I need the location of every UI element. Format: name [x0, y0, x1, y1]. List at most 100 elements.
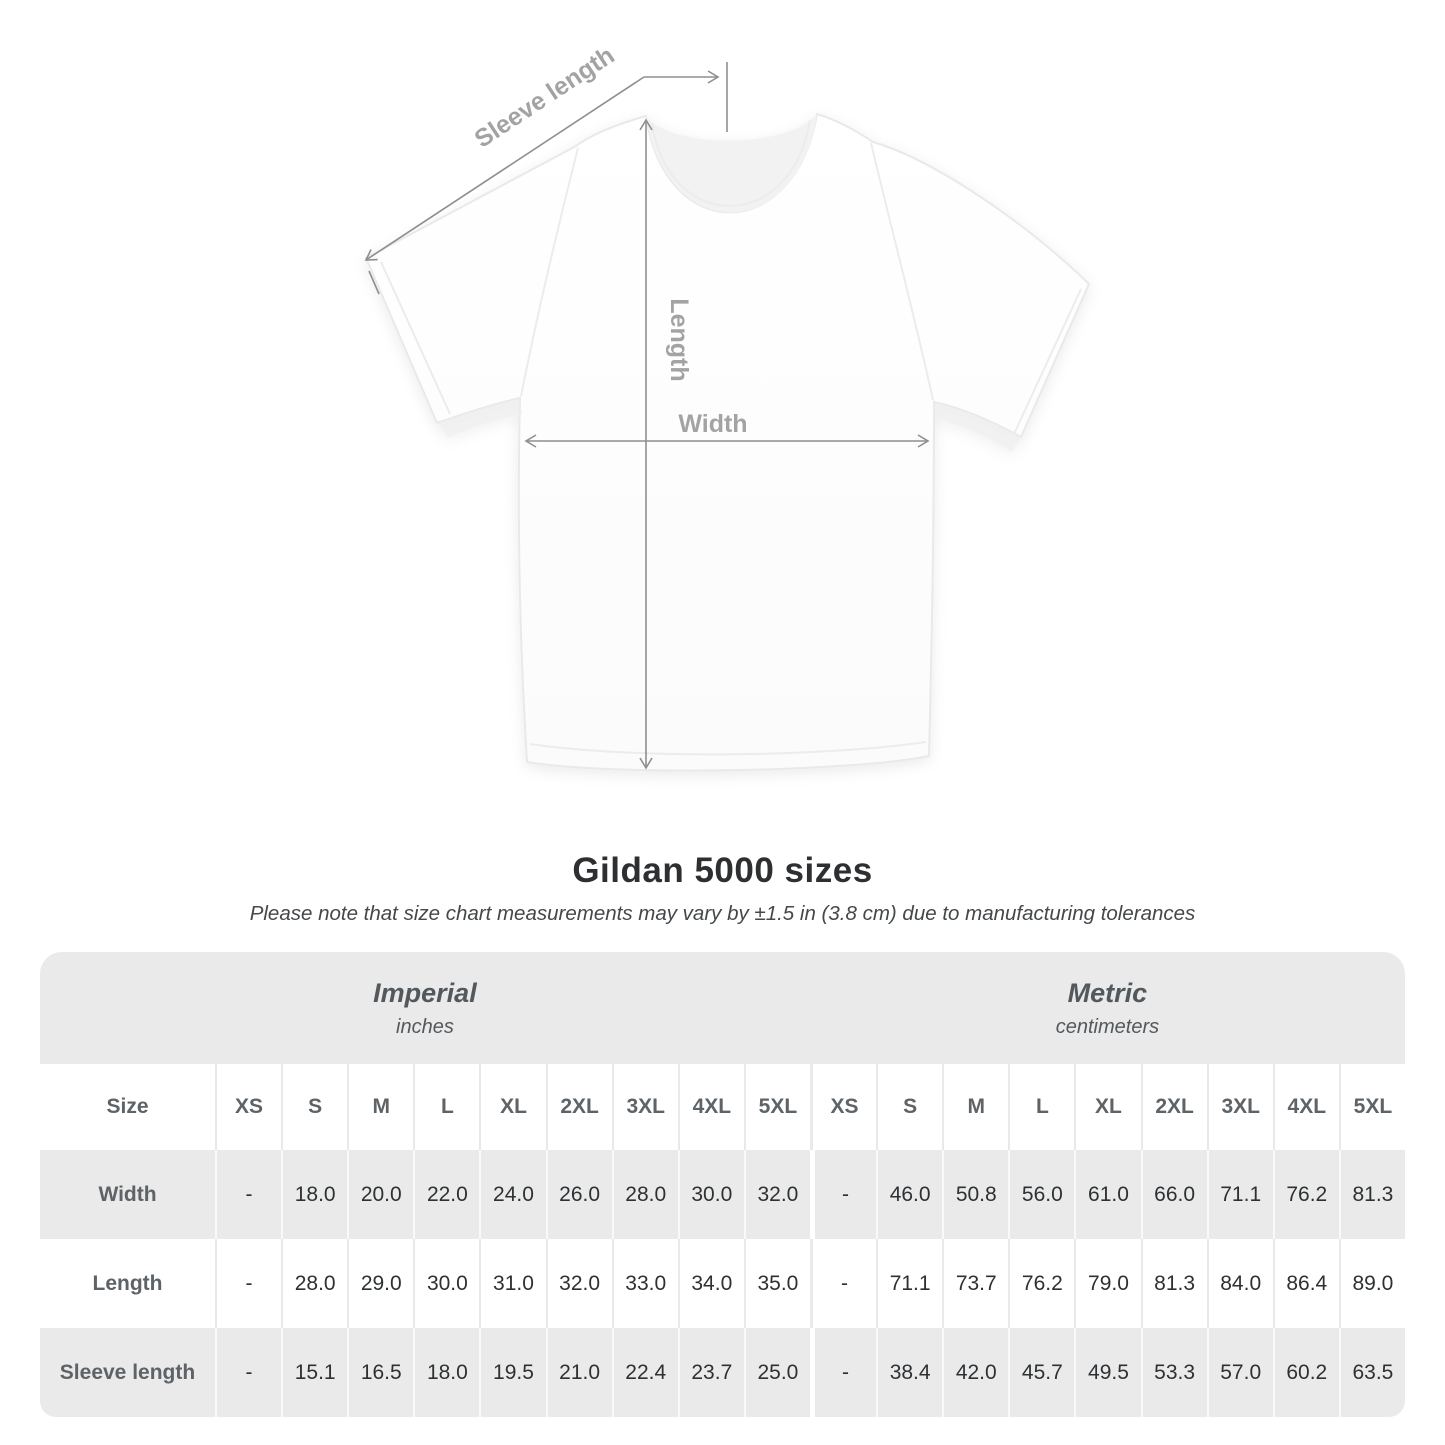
- value-cell-imperial: 30.0: [413, 1239, 480, 1328]
- value-cell-metric: 61.0: [1074, 1150, 1141, 1239]
- measurement-row-sleeve-length: Sleeve length -15.1 16.5 18.0 19.5 21.0 22.4 23…: [40, 1328, 1405, 1417]
- imperial-header-unit: inches: [396, 1015, 454, 1038]
- hem-seam: [529, 741, 927, 756]
- length-label: Length: [665, 298, 693, 381]
- size-chart-table: Imperial inches Metric centimeters Size X…: [40, 952, 1405, 1417]
- value-cell-imperial: 26.0: [545, 1150, 612, 1239]
- value-cell-metric: 79.0: [1074, 1239, 1141, 1328]
- value-cell-imperial: 16.5: [347, 1328, 414, 1417]
- size-header-imperial-xs: XS: [215, 1064, 282, 1150]
- measurement-row-length: Length -28.0 29.0 30.0 31.0 32.0 33.0 34.0 35.0-…: [40, 1239, 1405, 1328]
- size-header-imperial-s: S: [281, 1064, 348, 1150]
- imperial-header-title: Imperial: [373, 977, 477, 1008]
- value-cell-imperial: 35.0: [743, 1239, 810, 1328]
- value-cell-metric: 73.7: [942, 1239, 1009, 1328]
- value-cell-metric: 53.3: [1140, 1328, 1207, 1417]
- size-header-row: Size XS S M L XL 2XL 3XL 4XL 5XL XS S M L XL 2XL 3XL 4XL 5…: [40, 1064, 1405, 1150]
- value-cell-metric: -: [809, 1239, 877, 1328]
- value-cell-metric: 89.0: [1338, 1239, 1405, 1328]
- value-cell-metric: 71.1: [1206, 1150, 1273, 1239]
- value-cell-imperial: 23.7: [677, 1328, 744, 1417]
- unit-header-band: Imperial inches Metric centimeters: [40, 952, 1405, 1064]
- value-cell-metric: 63.5: [1338, 1328, 1405, 1417]
- left-cuff-seam: [380, 261, 451, 415]
- size-header-metric-2xl: 2XL: [1140, 1064, 1207, 1150]
- value-cell-imperial: -: [215, 1150, 282, 1239]
- size-header-imperial-3xl: 3XL: [611, 1064, 678, 1150]
- right-cuff-seam: [1013, 288, 1082, 435]
- left-sleeve-seam: [520, 147, 579, 397]
- size-header-metric-5xl: 5XL: [1338, 1064, 1405, 1150]
- value-cell-imperial: 28.0: [611, 1150, 678, 1239]
- right-underarm-shade: [933, 402, 1021, 452]
- tshirt-body: [364, 112, 1091, 772]
- value-cell-metric: 49.5: [1074, 1328, 1141, 1417]
- metric-header-unit: centimeters: [1055, 1015, 1160, 1038]
- size-header-metric-l: L: [1008, 1064, 1075, 1150]
- size-column-header: Size: [40, 1064, 215, 1150]
- tshirt-measurement-diagram: Sleeve length Length Width: [364, 41, 1091, 772]
- right-sleeve-seam: [870, 142, 934, 401]
- value-cell-metric: -: [809, 1150, 877, 1239]
- value-cell-imperial: 24.0: [479, 1150, 546, 1239]
- value-cell-imperial: 18.0: [281, 1150, 348, 1239]
- value-cell-imperial: 21.0: [545, 1328, 612, 1417]
- row-label: Length: [40, 1239, 215, 1328]
- value-cell-imperial: -: [215, 1239, 282, 1328]
- size-header-imperial-l: L: [413, 1064, 480, 1150]
- size-header-metric-3xl: 3XL: [1206, 1064, 1273, 1150]
- width-label: Width: [678, 410, 747, 438]
- metric-header: Metric centimeters: [810, 952, 1405, 1064]
- page-subtitle: Please note that size chart measurements…: [249, 902, 1196, 925]
- sleeve-end-tick: [368, 270, 380, 295]
- value-cell-metric: 71.1: [876, 1239, 943, 1328]
- measurement-row-width: Width -18.0 20.0 22.0 24.0 26.0 28.0 30.0 32.0-4…: [40, 1150, 1405, 1239]
- value-cell-metric: 42.0: [942, 1328, 1009, 1417]
- value-cell-imperial: 20.0: [347, 1150, 414, 1239]
- imperial-header: Imperial inches: [40, 952, 810, 1064]
- value-cell-metric: 81.3: [1140, 1239, 1207, 1328]
- value-cell-imperial: 30.0: [677, 1150, 744, 1239]
- size-header-metric-xs: XS: [809, 1064, 877, 1150]
- value-cell-metric: 84.0: [1206, 1239, 1273, 1328]
- value-cell-metric: 38.4: [876, 1328, 943, 1417]
- value-cell-metric: 45.7: [1008, 1328, 1075, 1417]
- value-cell-imperial: 32.0: [743, 1150, 810, 1239]
- row-label: Width: [40, 1150, 215, 1239]
- value-cell-metric: 76.2: [1272, 1150, 1339, 1239]
- size-header-imperial-xl: XL: [479, 1064, 546, 1150]
- value-cell-imperial: 29.0: [347, 1239, 414, 1328]
- size-header-imperial-2xl: 2XL: [545, 1064, 612, 1150]
- value-cell-metric: 50.8: [942, 1150, 1009, 1239]
- value-cell-metric: 86.4: [1272, 1239, 1339, 1328]
- tshirt-illustration: [364, 112, 1091, 772]
- size-header-metric-xl: XL: [1074, 1064, 1141, 1150]
- value-cell-imperial: 15.1: [281, 1328, 348, 1417]
- row-label: Sleeve length: [40, 1328, 215, 1417]
- size-header-imperial-m: M: [347, 1064, 414, 1150]
- value-cell-metric: 81.3: [1338, 1150, 1405, 1239]
- value-cell-imperial: 32.0: [545, 1239, 612, 1328]
- value-cell-metric: 76.2: [1008, 1239, 1075, 1328]
- sleeve-length-dimension-line: [364, 76, 645, 261]
- value-cell-metric: 56.0: [1008, 1150, 1075, 1239]
- left-underarm-shade: [437, 398, 522, 438]
- value-cell-imperial: 34.0: [677, 1239, 744, 1328]
- value-cell-imperial: 22.4: [611, 1328, 678, 1417]
- size-table-rows: Size XS S M L XL 2XL 3XL 4XL 5XL XS S M L XL 2XL 3XL 4XL 5…: [40, 1064, 1405, 1417]
- value-cell-imperial: 18.0: [413, 1328, 480, 1417]
- value-cell-imperial: 22.0: [413, 1150, 480, 1239]
- value-cell-imperial: 33.0: [611, 1239, 678, 1328]
- dimension-lines: [364, 62, 930, 770]
- metric-header-title: Metric: [1067, 977, 1148, 1008]
- value-cell-imperial: 31.0: [479, 1239, 546, 1328]
- value-cell-metric: 66.0: [1140, 1150, 1207, 1239]
- value-cell-imperial: 25.0: [743, 1328, 810, 1417]
- collar-rib-seam: [651, 119, 811, 207]
- size-header-imperial-5xl: 5XL: [743, 1064, 810, 1150]
- size-header-metric-4xl: 4XL: [1272, 1064, 1339, 1150]
- value-cell-imperial: 28.0: [281, 1239, 348, 1328]
- tshirt-neck-opening: [646, 114, 817, 213]
- value-cell-metric: 57.0: [1206, 1328, 1273, 1417]
- value-cell-metric: -: [809, 1328, 877, 1417]
